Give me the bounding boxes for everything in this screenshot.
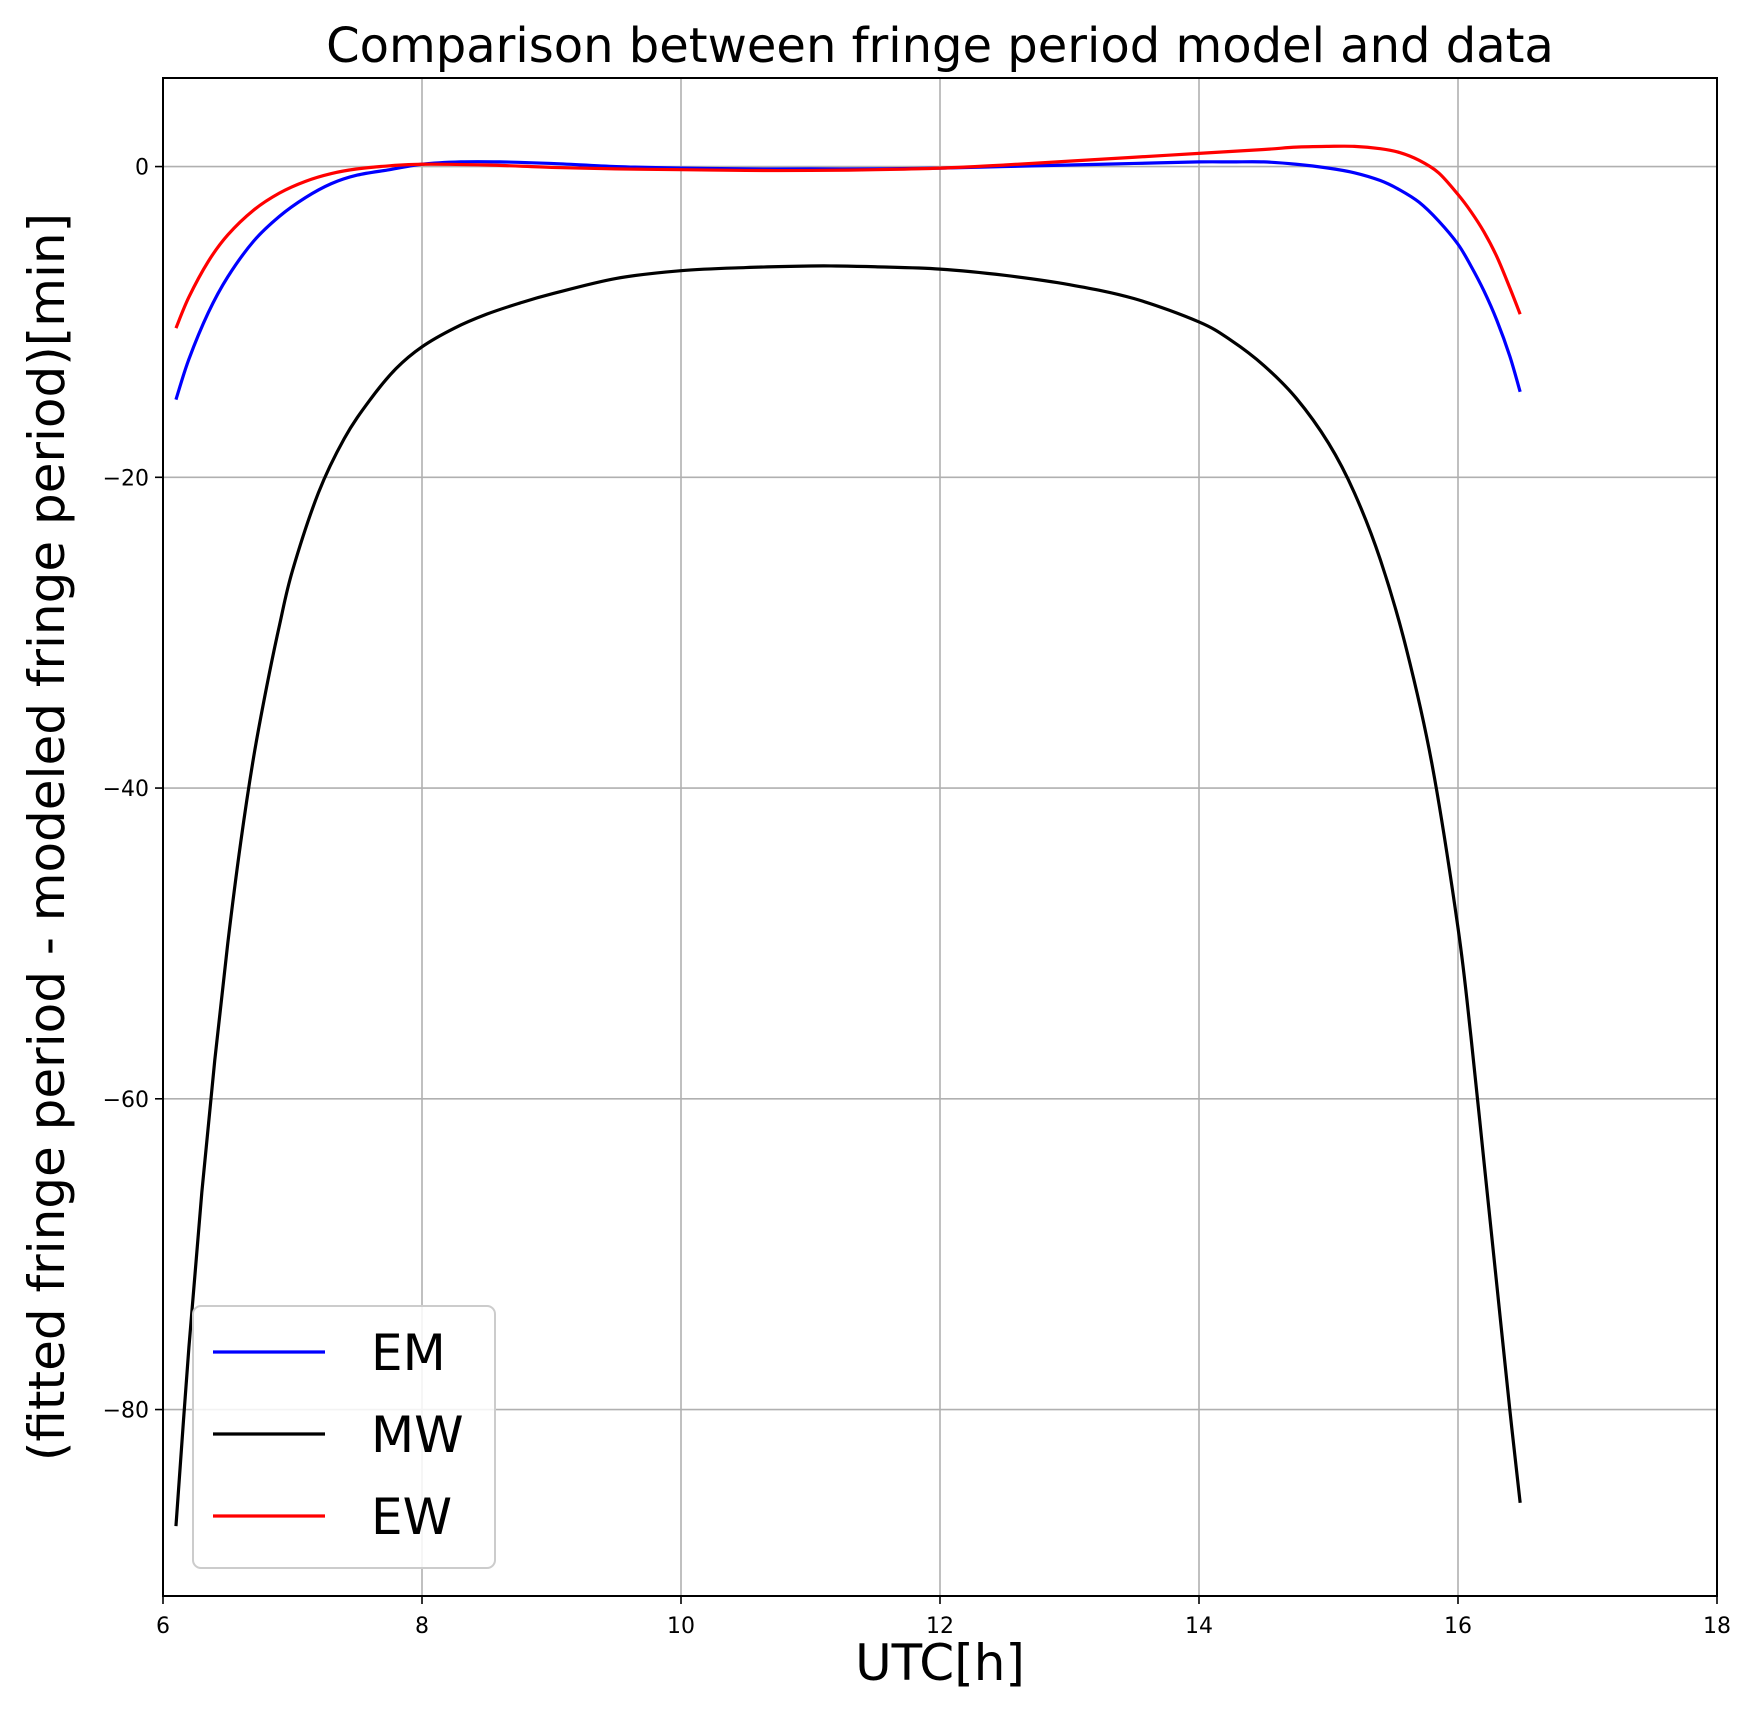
y-tick-label: 0 [135,156,149,181]
y-tick-label: −40 [103,777,149,802]
y-tick-label: −80 [103,1399,149,1424]
series-line-ew [174,144,1522,329]
x-tick-label: 6 [156,1614,170,1639]
x-axis-title: UTC[h] [855,1634,1025,1692]
x-tick-label: 8 [415,1614,429,1639]
grid [162,78,1718,1596]
legend: EM MW EW [192,1305,496,1569]
series-line-mw [174,264,1522,1527]
legend-label-em: EM [371,1324,446,1382]
chart-title: Comparison between fringe period model a… [326,18,1554,74]
y-tick-label: −60 [103,1088,149,1113]
x-tick-label: 16 [1444,1614,1472,1639]
x-tick-label: 18 [1703,1614,1731,1639]
y-tick-label: −20 [103,466,149,491]
axis-ticks: 6 8 10 12 14 16 18 0 −20 −40 −60 −80 [103,156,1731,1639]
legend-label-mw: MW [371,1406,464,1464]
x-tick-label: 10 [667,1614,695,1639]
x-tick-label: 14 [1185,1614,1213,1639]
series-group [174,144,1522,1527]
x-tick-label: 12 [926,1614,954,1639]
legend-label-ew: EW [371,1488,452,1546]
y-axis-title: (fitted fringe period - modeled fringe p… [18,213,76,1461]
legend-box [192,1305,496,1569]
